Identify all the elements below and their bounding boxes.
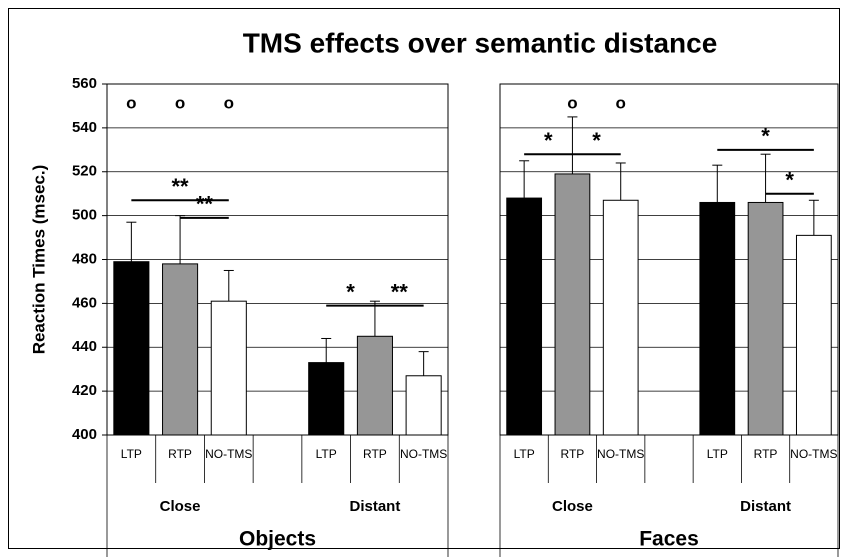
bar <box>506 197 543 436</box>
x-tick-label-box: LTP <box>706 447 728 461</box>
bar <box>162 263 199 436</box>
x-tick-label: RTP <box>753 447 778 461</box>
bar <box>405 375 442 436</box>
x-tick-label-box: LTP <box>120 447 142 461</box>
x-tick-label: NO-TMS <box>205 447 253 461</box>
y-tick-label: 460 <box>72 294 97 311</box>
group-label: Close <box>160 498 201 515</box>
x-tick-label-box: RTP <box>168 447 192 461</box>
x-tick-label-box: NO-TMS <box>399 447 448 461</box>
y-axis-label: Reaction Times (msec.) <box>29 165 48 355</box>
x-tick-label: RTP <box>560 447 585 461</box>
x-tick-label: NO-TMS <box>790 447 838 461</box>
y-tick-label: 520 <box>72 163 97 180</box>
significance-label: * <box>592 128 601 153</box>
plot-frame <box>106 83 449 436</box>
y-tick-label: 500 <box>72 207 97 224</box>
x-tick-label-box: NO-TMS <box>205 447 253 461</box>
significance-label: * <box>785 168 794 193</box>
x-tick-label-box: NO-TMS <box>597 447 645 461</box>
bar <box>602 199 639 436</box>
bar <box>210 300 247 436</box>
bar <box>747 201 784 436</box>
plot-frame <box>499 83 839 436</box>
bar <box>795 234 832 436</box>
bar <box>554 173 591 436</box>
x-tick-label: RTP <box>168 447 192 461</box>
group-label: Distant <box>740 498 791 515</box>
significance-label: * <box>346 279 355 304</box>
y-tick-label: 440 <box>72 338 97 355</box>
group-label: Distant <box>350 498 401 515</box>
x-tick-label: RTP <box>363 447 387 461</box>
chart-title: TMS effects over semantic distance <box>243 27 718 58</box>
significance-label: ** <box>391 279 409 304</box>
bar <box>699 201 736 436</box>
x-tick-label: LTP <box>315 447 337 461</box>
x-tick-label-box: RTP <box>560 447 585 461</box>
bar <box>113 261 150 436</box>
x-tick-label: LTP <box>513 447 535 461</box>
bar <box>308 362 345 436</box>
significance-label: * <box>761 124 770 149</box>
y-tick-label: 560 <box>72 75 97 92</box>
significance-marker: o <box>224 93 234 112</box>
y-tick-label: 400 <box>72 426 97 443</box>
y-tick-label: 480 <box>72 250 97 267</box>
x-tick-label-box: LTP <box>315 447 337 461</box>
x-tick-label: LTP <box>120 447 142 461</box>
x-tick-label-box: RTP <box>753 447 778 461</box>
x-tick-label-box: RTP <box>363 447 387 461</box>
y-tick-label: 540 <box>72 119 97 136</box>
significance-label: ** <box>196 192 214 217</box>
significance-marker: o <box>567 93 577 112</box>
x-tick-label-box: NO-TMS <box>790 447 838 461</box>
x-axis-label: Objects <box>239 528 316 551</box>
x-tick-label: NO-TMS <box>597 447 645 461</box>
bar <box>356 335 393 436</box>
x-tick-label: NO-TMS <box>399 447 448 461</box>
x-tick-label: LTP <box>706 447 728 461</box>
significance-marker: o <box>175 93 185 112</box>
significance-marker: o <box>126 93 136 112</box>
group-label: Close <box>552 498 593 515</box>
y-tick-label: 420 <box>72 382 97 399</box>
x-axis-label: Faces <box>639 528 699 551</box>
significance-label: * <box>544 128 553 153</box>
significance-marker: o <box>616 93 626 112</box>
x-tick-label-box: LTP <box>513 447 535 461</box>
significance-label: ** <box>172 174 190 199</box>
